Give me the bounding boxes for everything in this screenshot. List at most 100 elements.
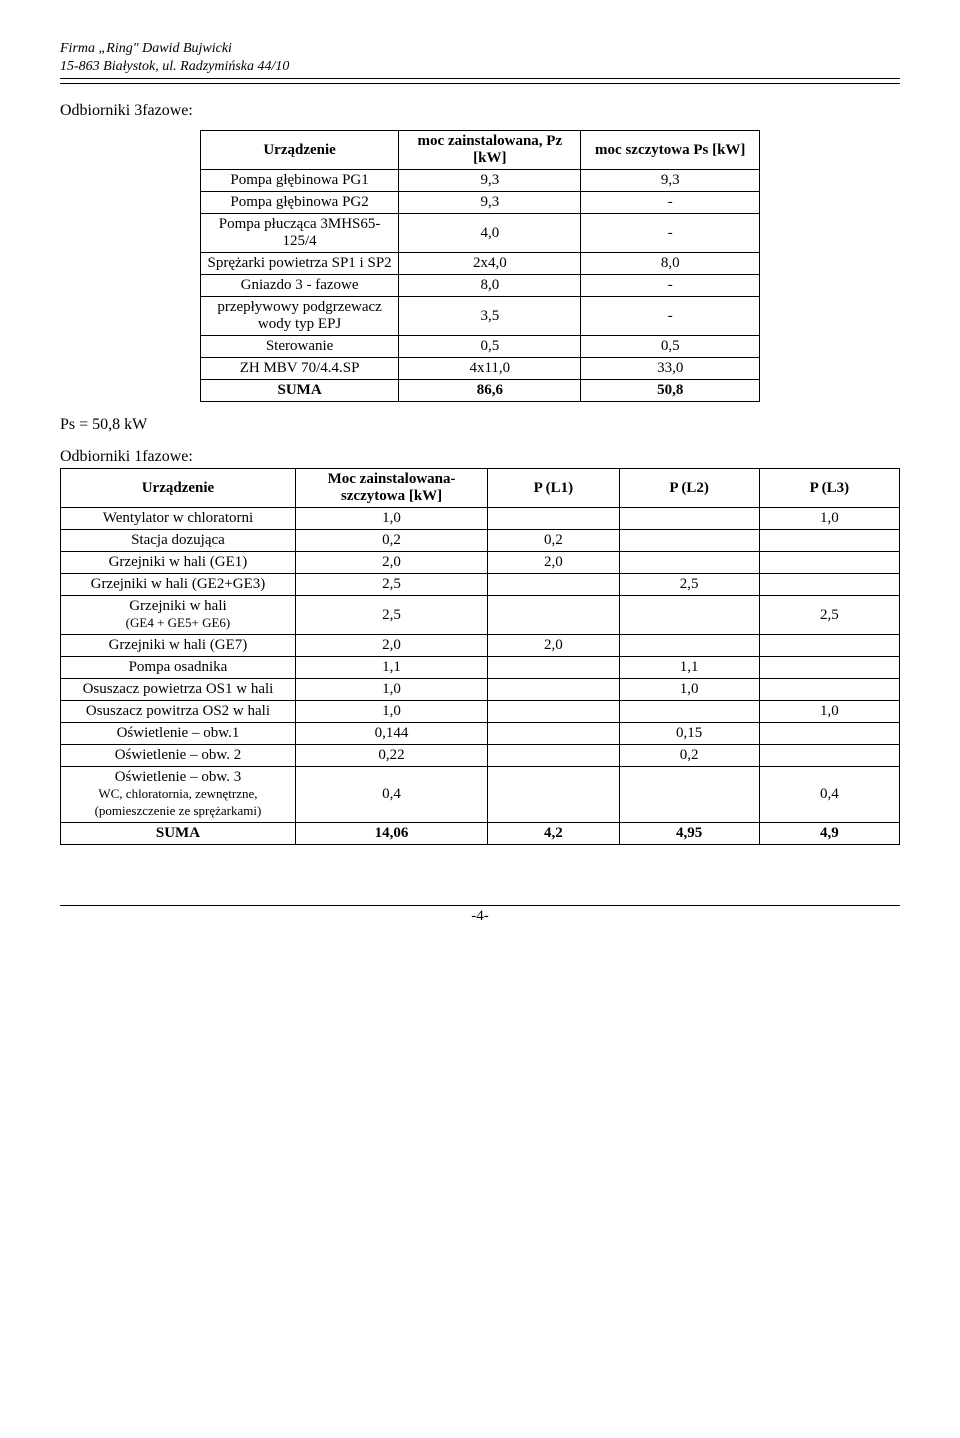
col-header: moc szczytowa Ps [kW]: [581, 131, 760, 170]
cell: Pompa płucząca 3MHS65-125/4: [201, 214, 399, 253]
cell-subtext: (GE4 + GE5+ GE6): [126, 615, 231, 630]
header-line-1: Firma „Ring" Dawid Bujwicki: [60, 40, 900, 58]
cell: 2,0: [488, 635, 619, 657]
cell: 3,5: [399, 297, 581, 336]
cell: 2,5: [295, 596, 487, 635]
cell: [759, 530, 899, 552]
cell: [619, 767, 759, 823]
cell: ZH MBV 70/4.4.SP: [201, 358, 399, 380]
cell: 2,0: [488, 552, 619, 574]
cell: 1,1: [619, 657, 759, 679]
cell: -: [581, 297, 760, 336]
table-row: Urządzenie moc zainstalowana, Pz [kW] mo…: [201, 131, 760, 170]
footer-rule: [60, 905, 900, 906]
table-row: Wentylator w chloratorni 1,0 1,0: [61, 508, 900, 530]
cell: SUMA: [201, 380, 399, 402]
cell: Stacja dozująca: [61, 530, 296, 552]
table-row: Grzejniki w hali (GE7) 2,0 2,0: [61, 635, 900, 657]
cell: 9,3: [399, 192, 581, 214]
col-header: moc zainstalowana, Pz [kW]: [399, 131, 581, 170]
cell: Oświetlenie – obw.1: [61, 723, 296, 745]
cell-text: Grzejniki w hali: [129, 598, 226, 614]
cell: [488, 745, 619, 767]
cell: [759, 635, 899, 657]
table-row: Sterowanie 0,5 0,5: [201, 336, 760, 358]
cell: [488, 767, 619, 823]
cell: [759, 574, 899, 596]
cell: [619, 508, 759, 530]
cell: 2,5: [295, 574, 487, 596]
cell: [488, 701, 619, 723]
cell: [759, 679, 899, 701]
cell: [488, 508, 619, 530]
col-header: P (L2): [619, 469, 759, 508]
col-header: P (L1): [488, 469, 619, 508]
cell: 1,0: [295, 508, 487, 530]
cell: 8,0: [581, 253, 760, 275]
table-row: Oświetlenie – obw.1 0,144 0,15: [61, 723, 900, 745]
cell: Sprężarki powietrza SP1 i SP2: [201, 253, 399, 275]
cell: 14,06: [295, 823, 487, 845]
cell: [619, 530, 759, 552]
ps-value: Ps = 50,8 kW: [60, 416, 900, 434]
cell: Osuszacz powitrza OS2 w hali: [61, 701, 296, 723]
table-row: ZH MBV 70/4.4.SP 4x11,0 33,0: [201, 358, 760, 380]
table-row: Grzejniki w hali (GE2+GE3) 2,5 2,5: [61, 574, 900, 596]
cell: 1,0: [619, 679, 759, 701]
table-row: Pompa głębinowa PG2 9,3 -: [201, 192, 760, 214]
cell: 2,5: [759, 596, 899, 635]
cell: 0,144: [295, 723, 487, 745]
cell: 0,22: [295, 745, 487, 767]
cell: 0,2: [295, 530, 487, 552]
cell: Grzejniki w hali (GE1): [61, 552, 296, 574]
cell: 0,2: [488, 530, 619, 552]
cell: [759, 723, 899, 745]
header-rule-1: [60, 78, 900, 79]
cell: [619, 552, 759, 574]
cell: Gniazdo 3 - fazowe: [201, 275, 399, 297]
cell: [488, 723, 619, 745]
table-row: Urządzenie Moc zainstalowana- szczytowa …: [61, 469, 900, 508]
cell: 8,0: [399, 275, 581, 297]
cell: Pompa głębinowa PG2: [201, 192, 399, 214]
table-row: Pompa głębinowa PG1 9,3 9,3: [201, 170, 760, 192]
cell: 2,0: [295, 635, 487, 657]
cell: 0,4: [759, 767, 899, 823]
cell: 86,6: [399, 380, 581, 402]
cell: 4,9: [759, 823, 899, 845]
table-1phase: Urządzenie Moc zainstalowana- szczytowa …: [60, 468, 900, 845]
section-3phase-title: Odbiorniki 3fazowe:: [60, 102, 900, 120]
cell: 1,0: [759, 508, 899, 530]
header-line-2: 15-863 Białystok, ul. Radzymińska 44/10: [60, 58, 900, 76]
table-row: Stacja dozująca 0,2 0,2: [61, 530, 900, 552]
cell: [619, 596, 759, 635]
cell: SUMA: [61, 823, 296, 845]
cell: [619, 635, 759, 657]
table-3phase: Urządzenie moc zainstalowana, Pz [kW] mo…: [200, 130, 760, 402]
cell: 50,8: [581, 380, 760, 402]
header: Firma „Ring" Dawid Bujwicki 15-863 Biały…: [60, 40, 900, 76]
table-row: Grzejniki w hali (GE4 + GE5+ GE6) 2,5 2,…: [61, 596, 900, 635]
cell: -: [581, 192, 760, 214]
cell: 0,5: [581, 336, 760, 358]
cell: -: [581, 214, 760, 253]
cell: 2,5: [619, 574, 759, 596]
table-row: Pompa płucząca 3MHS65-125/4 4,0 -: [201, 214, 760, 253]
table-row: Sprężarki powietrza SP1 i SP2 2x4,0 8,0: [201, 253, 760, 275]
col-header: P (L3): [759, 469, 899, 508]
cell: 4,0: [399, 214, 581, 253]
cell: [488, 679, 619, 701]
footer: -4-: [60, 905, 900, 925]
table-row-sum: SUMA 86,6 50,8: [201, 380, 760, 402]
cell: 2,0: [295, 552, 487, 574]
cell: Sterowanie: [201, 336, 399, 358]
cell: Osuszacz powietrza OS1 w hali: [61, 679, 296, 701]
table-row: Osuszacz powietrza OS1 w hali 1,0 1,0: [61, 679, 900, 701]
header-rule-2: [60, 83, 900, 84]
cell: 1,1: [295, 657, 487, 679]
table-row: Oświetlenie – obw. 2 0,22 0,2: [61, 745, 900, 767]
cell: przepływowy podgrzewacz wody typ EPJ: [201, 297, 399, 336]
cell-text: Oświetlenie – obw. 3: [115, 769, 242, 785]
table-row: Pompa osadnika 1,1 1,1: [61, 657, 900, 679]
cell: [759, 745, 899, 767]
